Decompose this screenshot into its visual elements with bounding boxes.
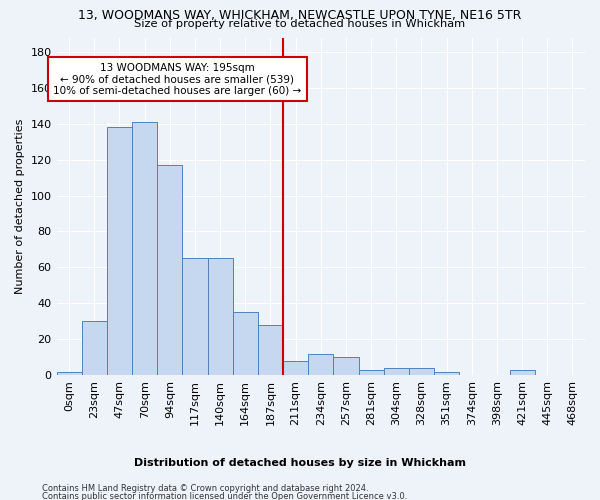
Text: Size of property relative to detached houses in Whickham: Size of property relative to detached ho… <box>134 19 466 29</box>
Bar <box>208 258 233 375</box>
Text: Contains HM Land Registry data © Crown copyright and database right 2024.: Contains HM Land Registry data © Crown c… <box>42 484 368 493</box>
Y-axis label: Number of detached properties: Number of detached properties <box>15 118 25 294</box>
Bar <box>334 357 359 375</box>
Bar <box>132 122 157 375</box>
Bar <box>409 368 434 375</box>
Text: 13 WOODMANS WAY: 195sqm
← 90% of detached houses are smaller (539)
10% of semi-d: 13 WOODMANS WAY: 195sqm ← 90% of detache… <box>53 62 301 96</box>
Bar <box>107 128 132 375</box>
Bar <box>82 322 107 375</box>
Bar <box>509 370 535 375</box>
Bar <box>383 368 409 375</box>
Bar <box>233 312 258 375</box>
Text: Contains public sector information licensed under the Open Government Licence v3: Contains public sector information licen… <box>42 492 407 500</box>
Bar <box>258 325 283 375</box>
Bar <box>56 372 82 375</box>
Text: Distribution of detached houses by size in Whickham: Distribution of detached houses by size … <box>134 458 466 468</box>
Bar <box>157 165 182 375</box>
Text: 13, WOODMANS WAY, WHICKHAM, NEWCASTLE UPON TYNE, NE16 5TR: 13, WOODMANS WAY, WHICKHAM, NEWCASTLE UP… <box>79 9 521 22</box>
Bar <box>359 370 383 375</box>
Bar <box>434 372 459 375</box>
Bar <box>182 258 208 375</box>
Bar <box>308 354 334 375</box>
Bar <box>283 361 308 375</box>
